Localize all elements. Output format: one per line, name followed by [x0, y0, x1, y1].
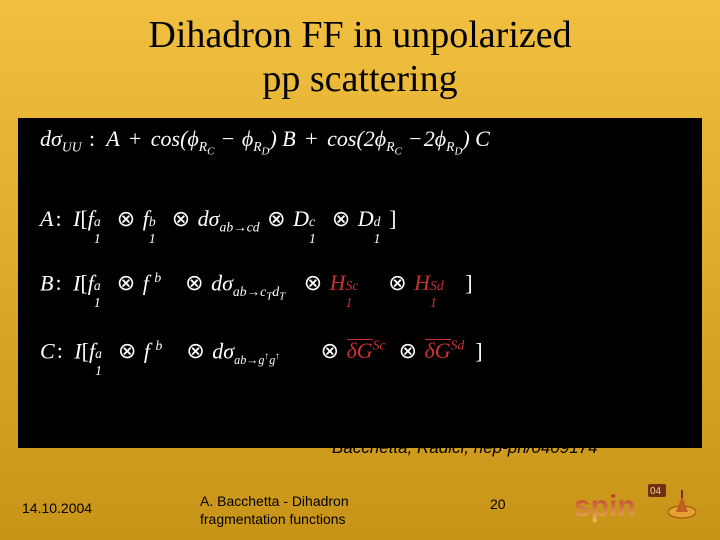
delta-g-sd: δGSd — [425, 338, 465, 363]
cos2-open: cos(2 — [327, 126, 375, 151]
term-a: A — [106, 126, 119, 151]
footer-page: 20 — [490, 496, 506, 512]
h1-sd: HSd1 — [414, 270, 465, 295]
footer-date: 14.10.2004 — [22, 500, 92, 516]
slide: Dihadron FF in unpolarized pp scattering… — [0, 0, 720, 540]
dsigma: dσ — [40, 126, 62, 151]
logo-text: spin — [574, 490, 636, 523]
slide-title: Dihadron FF in unpolarized pp scattering — [0, 0, 720, 101]
delta-g-sc: δGSc — [347, 338, 386, 363]
logo-badge: 04 — [650, 486, 662, 497]
citation: Bacchetta, Radici, hep-ph/0409174 — [332, 438, 598, 458]
equation-c: C: I[fa1 ⊗ f b ⊗ dσab→g↑g↑ ⊗ δGSc ⊗ δGSd… — [40, 338, 483, 368]
footer-author: A. Bacchetta - Dihadron fragmentation fu… — [200, 493, 420, 528]
title-line2: pp scattering — [262, 58, 457, 100]
cos1-open: cos( — [151, 126, 188, 151]
equation-b: B: I[fa1 ⊗ f b ⊗ dσab→cTdT ⊗ HSc1 ⊗ HSd1… — [40, 270, 473, 302]
equation-a: A: I[fa1 ⊗ fb1 ⊗ dσab→cd ⊗ Dc1 ⊗ Dd1] — [40, 206, 396, 235]
phi-rc: ϕ — [187, 126, 198, 151]
title-line1: Dihadron FF in unpolarized — [148, 14, 571, 56]
equation-sigma: dσUU : A + cos(ϕRC − ϕRD) B + cos(2ϕRC −… — [40, 126, 490, 158]
phi-rd: ϕ — [242, 126, 253, 151]
term-b: B — [282, 126, 295, 151]
term-c: C — [475, 126, 490, 151]
dsigma-sub: UU — [62, 139, 82, 154]
h1-sc: HSc1 — [330, 270, 381, 295]
spin-logo: spin 04 — [570, 482, 700, 526]
